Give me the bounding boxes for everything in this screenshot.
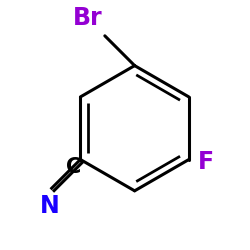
Text: C: C bbox=[66, 157, 81, 177]
Text: F: F bbox=[198, 150, 214, 174]
Text: Br: Br bbox=[73, 6, 102, 30]
Text: N: N bbox=[40, 194, 59, 218]
